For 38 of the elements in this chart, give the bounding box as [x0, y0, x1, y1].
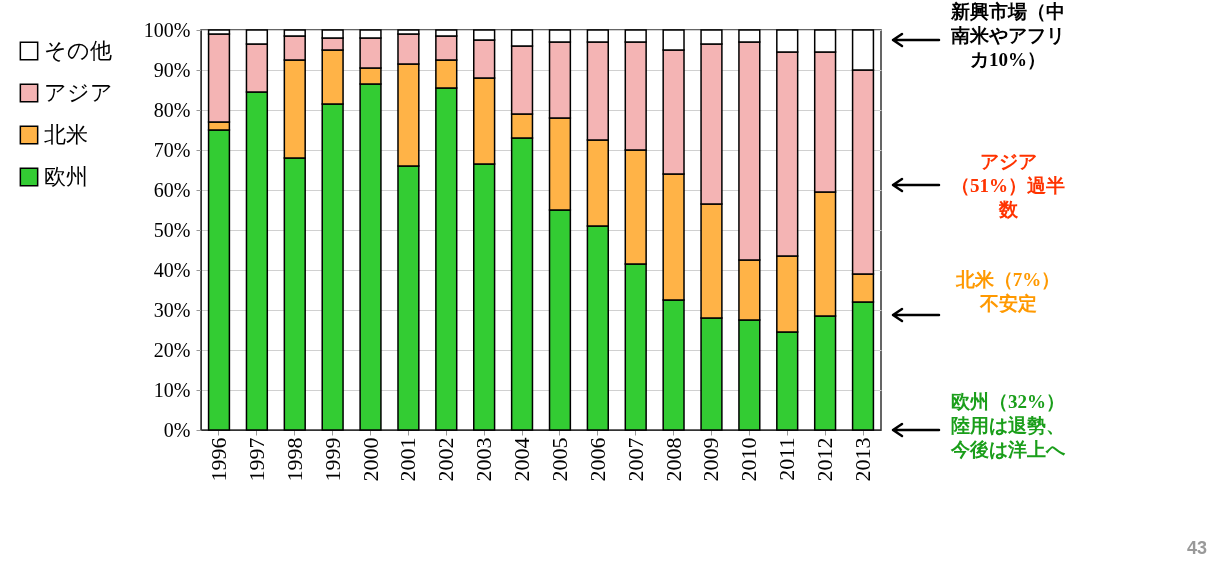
x-tick-label: 1999	[319, 437, 345, 482]
x-tick-label: 2005	[546, 437, 572, 482]
x-tick-label: 2000	[357, 437, 383, 482]
x-tick-label: 1996	[205, 437, 231, 482]
legend-label: アジア	[44, 80, 113, 105]
y-tick-label: 90%	[153, 58, 191, 81]
x-tick-label: 1998	[281, 437, 307, 482]
y-tick-label: 50%	[153, 218, 191, 241]
x-tick-label: 2007	[622, 437, 648, 482]
x-tick-label: 2011	[774, 437, 800, 481]
x-tick-label: 2012	[812, 437, 838, 482]
x-tick-label: 2003	[471, 437, 497, 482]
text: 新興市場（中南米やアフリカ10%）	[950, 0, 1066, 72]
y-tick-label: 20%	[153, 338, 191, 361]
x-tick-label: 2013	[850, 437, 876, 482]
y-tick-label: 40%	[153, 258, 191, 281]
y-tick-label: 60%	[153, 178, 191, 201]
x-tick-label: 2008	[660, 437, 686, 482]
text: 欧州（32%）陸用は退勢、今後は洋上へ	[950, 390, 1066, 462]
y-tick-label: 70%	[153, 138, 191, 161]
x-tick-label: 2010	[736, 437, 762, 482]
y-tick-label: 0%	[163, 418, 191, 441]
x-tick-label: 2006	[584, 437, 610, 482]
x-tick-label: 2002	[433, 437, 459, 482]
y-tick-label: 30%	[153, 298, 191, 321]
legend-label: その他	[44, 38, 112, 63]
legend-label: 北米	[44, 122, 88, 147]
x-tick-label: 2004	[509, 437, 535, 482]
text: 北米（7%）不安定	[954, 268, 1062, 316]
legend-label: 欧州	[44, 164, 88, 189]
y-tick-label: 80%	[153, 98, 191, 121]
x-tick-label: 2009	[698, 437, 724, 482]
y-tick-label: 10%	[153, 378, 191, 401]
x-tick-label: 1997	[243, 437, 269, 482]
x-tick-label: 2001	[395, 437, 421, 482]
text: アジア（51%）過半数	[950, 150, 1066, 222]
y-tick-label: 100%	[143, 18, 191, 41]
text: 43	[1186, 538, 1207, 559]
